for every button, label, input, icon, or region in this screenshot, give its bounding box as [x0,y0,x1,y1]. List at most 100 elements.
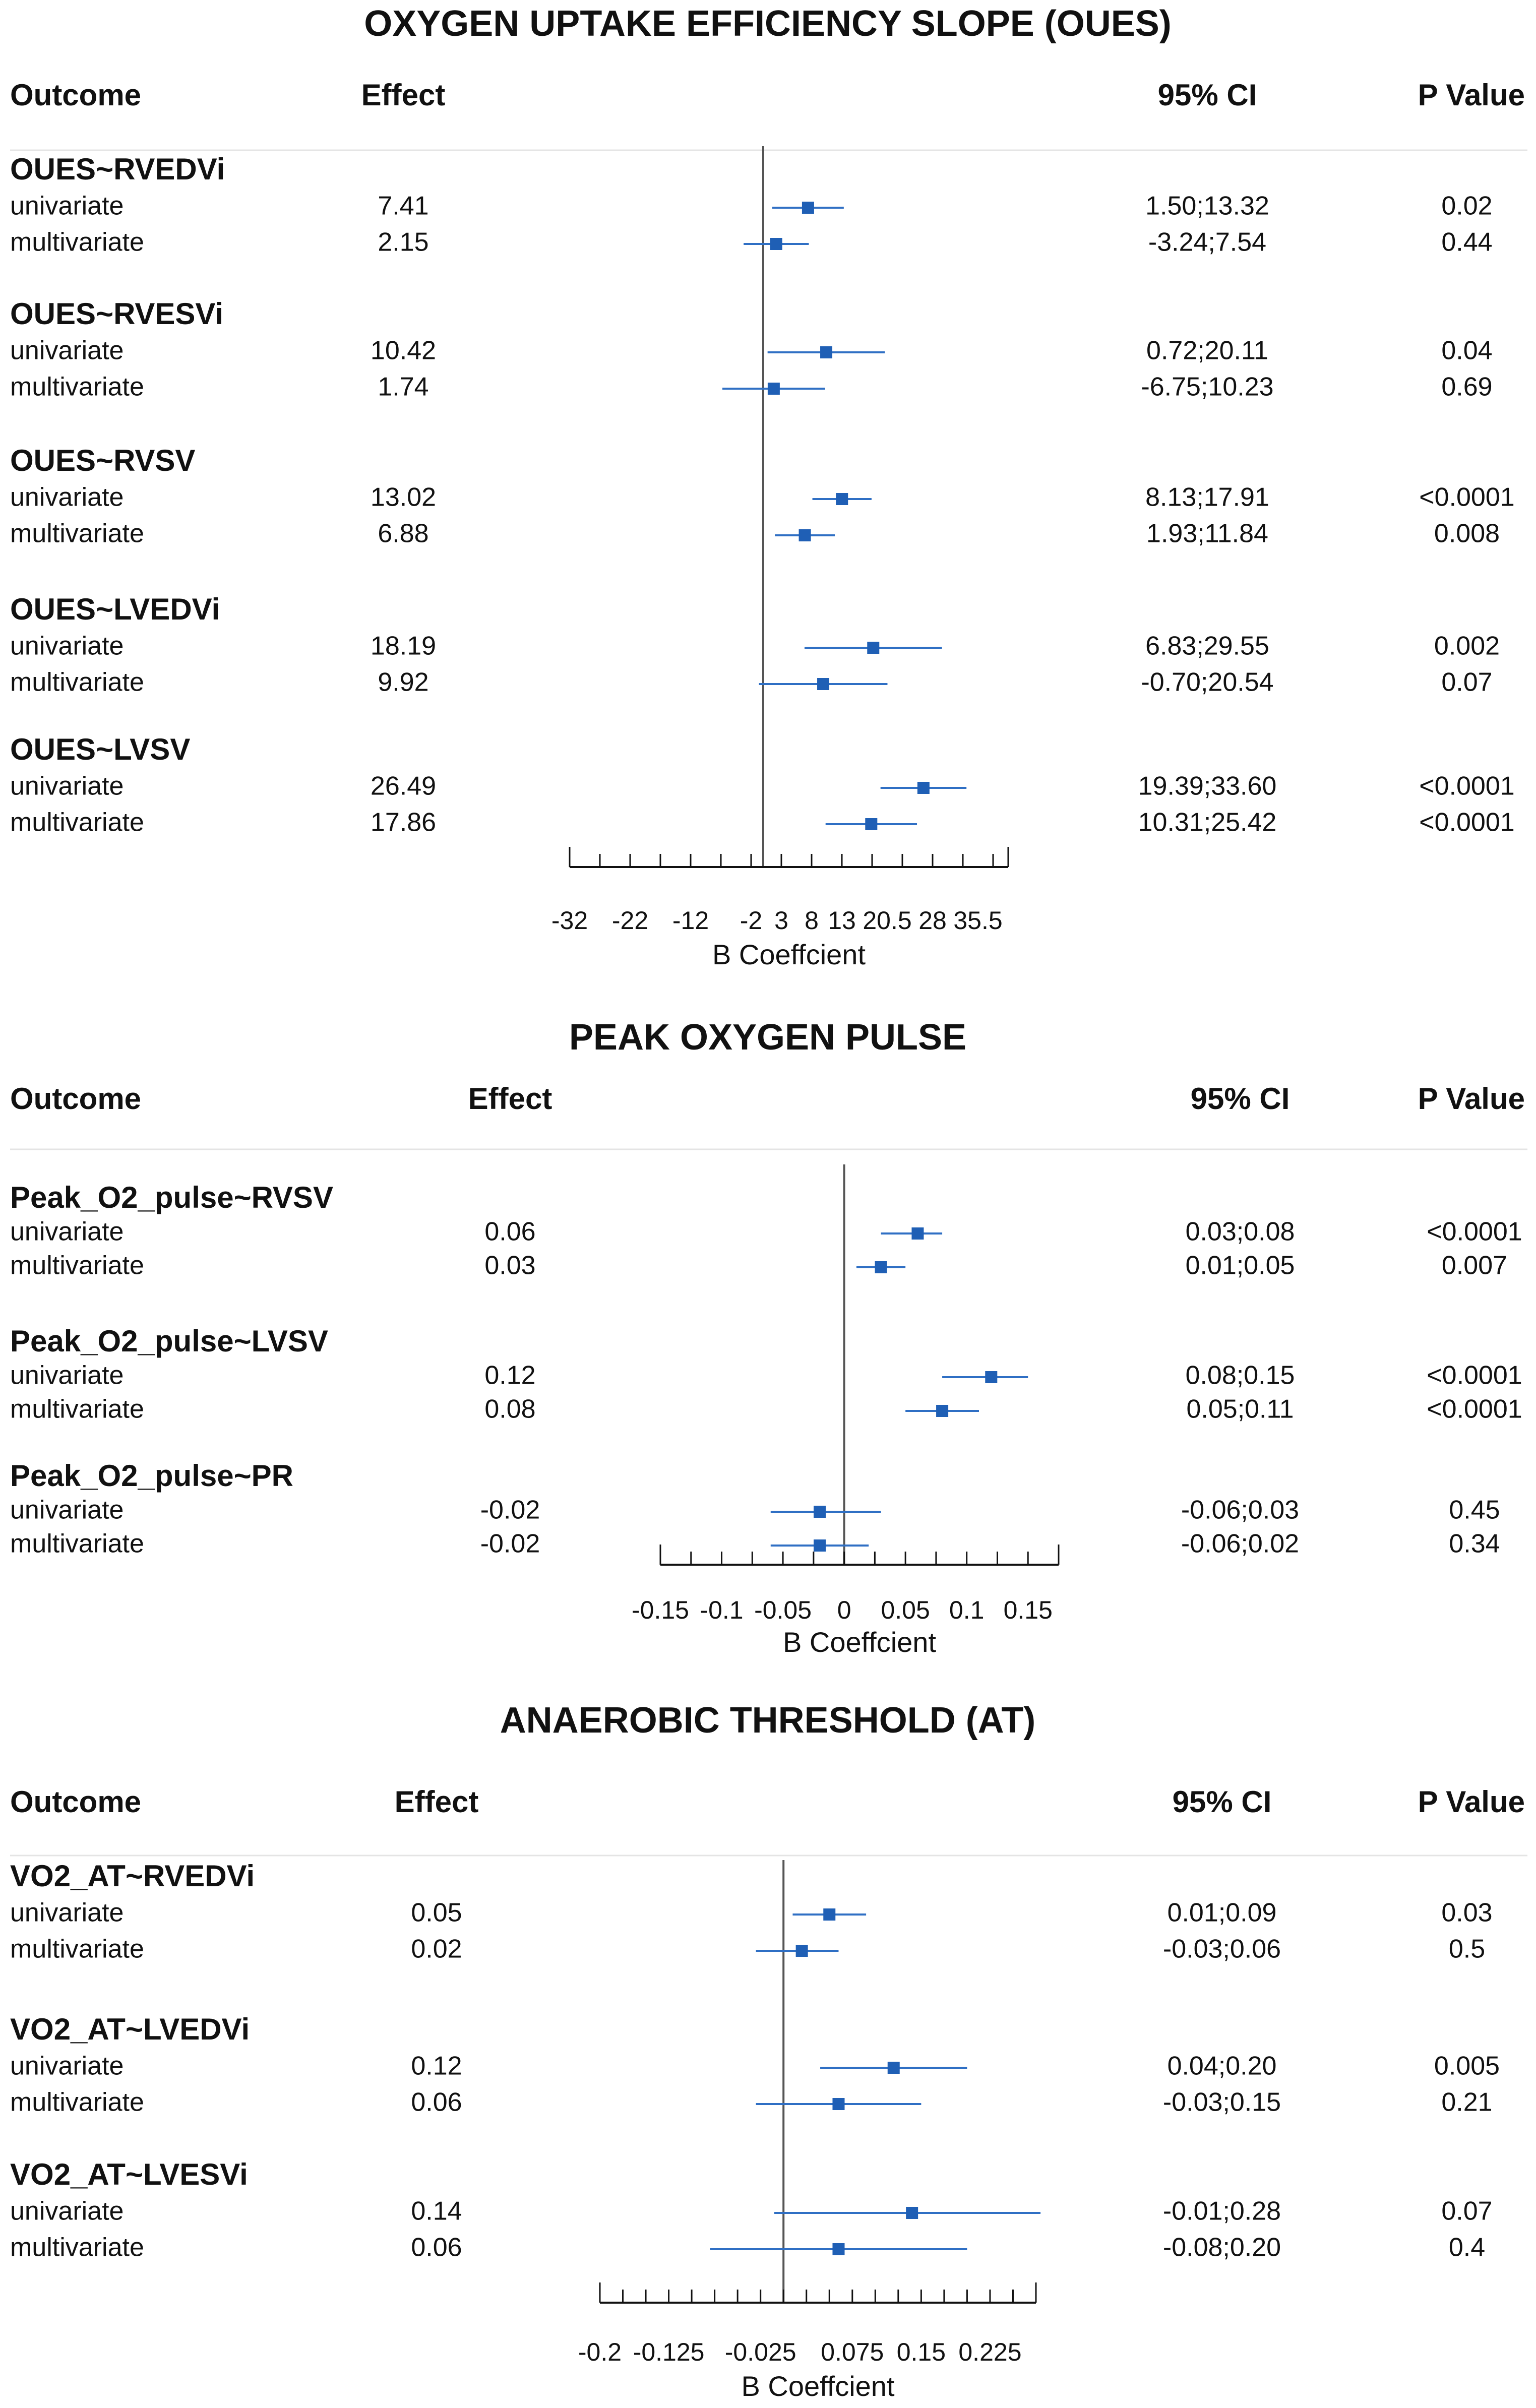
row-ci-value: -3.24;7.54 [1148,228,1266,257]
row-ci-value: 19.39;33.60 [1138,772,1277,801]
point-estimate-marker [817,678,830,690]
row-p-value: 0.07 [1441,668,1492,697]
row-effect-value: 0.06 [484,1217,535,1247]
row-p-value: <0.0001 [1427,1361,1522,1390]
row-effect-value: 13.02 [371,483,436,512]
forest-panel-3: ANAEROBIC THRESHOLD (AT) Outcome Effect 95%… [10,1700,1527,2402]
row-effect-value: 0.06 [411,2233,462,2262]
row-p-value: 0.4 [1449,2233,1485,2262]
header-outcome: Outcome [10,1082,141,1116]
point-estimate-marker [887,2062,900,2074]
row-p-value: 0.007 [1442,1251,1507,1280]
row-model-label: multivariate [10,1251,144,1280]
group-label: VO2_AT~LVEDVi [10,2012,250,2046]
group-label: Peak_O2_pulse~PR [10,1459,293,1493]
x-tick-label: -0.125 [633,2338,705,2366]
x-tick-label: 8 [805,906,819,935]
panel-title: PEAK OXYGEN PULSE [569,1017,966,1058]
forest-panel-1: OXYGEN UPTAKE EFFICIENCY SLOPE (OUES) Out… [10,4,1527,970]
row-model-label: univariate [10,483,124,512]
row-model-label: univariate [10,1217,124,1247]
point-estimate-marker [814,1539,826,1552]
point-estimate-marker [798,529,811,541]
x-tick-label: 0.075 [821,2338,884,2366]
header-p-value: P Value [1418,1785,1525,1819]
row-p-value: 0.5 [1449,1935,1485,1964]
point-estimate-marker [906,2207,918,2219]
row-ci-value: -0.70;20.54 [1141,668,1273,697]
x-tick-label: 0.1 [949,1596,985,1624]
header-ci: 95% CI [1191,1082,1290,1116]
x-tick-label: 20.5 [863,906,911,935]
row-model-label: multivariate [10,228,144,257]
x-axis-title: B Coeffcient [712,939,866,970]
x-tick-label: 3 [774,906,788,935]
row-model-label: univariate [10,772,124,801]
row-ci-value: 0.03;0.08 [1186,1217,1295,1247]
row-effect-value: 6.88 [378,519,428,548]
row-ci-value: 1.50;13.32 [1145,192,1269,221]
point-estimate-marker [770,238,782,250]
group-label: OUES~LVSV [10,732,190,766]
row-p-value: 0.07 [1441,2197,1492,2226]
x-tick-label: -22 [612,906,648,935]
x-tick-label: 0.225 [958,2338,1021,2366]
x-tick-label: 28 [918,906,947,935]
x-tick-label: 35.5 [953,906,1002,935]
row-ci-value: -0.06;0.02 [1181,1529,1299,1559]
header-effect: Effect [395,1785,479,1819]
header-outcome: Outcome [10,78,141,112]
header-outcome: Outcome [10,1785,141,1819]
point-estimate-marker [936,1405,949,1417]
row-ci-value: 0.04;0.20 [1168,2052,1277,2081]
group-label: OUES~RVEDVi [10,152,225,186]
panel-title: ANAEROBIC THRESHOLD (AT) [500,1700,1036,1741]
row-effect-value: 1.74 [378,373,428,402]
group-label: OUES~RVESVi [10,297,223,331]
header-ci: 95% CI [1158,78,1257,112]
row-effect-value: 18.19 [371,632,436,661]
header-p-value: P Value [1418,78,1525,112]
row-ci-value: 0.01;0.05 [1186,1251,1295,1280]
row-model-label: univariate [10,1361,124,1390]
point-estimate-marker [795,1945,808,1957]
row-p-value: 0.04 [1441,336,1492,365]
row-p-value: 0.34 [1449,1529,1500,1559]
x-tick-label: 13 [828,906,856,935]
row-effect-value: 10.42 [371,336,436,365]
row-ci-value: -6.75;10.23 [1141,373,1273,402]
group-label: VO2_AT~LVESVi [10,2157,248,2191]
row-p-value: 0.03 [1441,1898,1492,1928]
row-model-label: univariate [10,2197,124,2226]
group-label: VO2_AT~RVEDVi [10,1859,255,1893]
point-estimate-marker [836,493,848,505]
x-tick-label: 0 [837,1596,851,1624]
row-model-label: multivariate [10,2088,144,2117]
row-p-value: <0.0001 [1427,1395,1522,1424]
point-estimate-marker [823,1908,836,1921]
row-effect-value: 17.86 [371,808,436,837]
x-tick-label: -2 [740,906,762,935]
row-effect-value: 0.05 [411,1898,462,1928]
row-effect-value: 0.12 [484,1361,535,1390]
row-ci-value: -0.03;0.15 [1163,2088,1281,2117]
row-model-label: univariate [10,1496,124,1525]
row-p-value: 0.002 [1434,632,1500,661]
row-effect-value: 0.03 [484,1251,535,1280]
header-ci: 95% CI [1173,1785,1272,1819]
row-model-label: multivariate [10,668,144,697]
row-ci-value: 0.08;0.15 [1186,1361,1295,1390]
x-tick-label: -0.05 [754,1596,812,1624]
header-effect: Effect [361,78,446,112]
group-label: Peak_O2_pulse~LVSV [10,1324,328,1358]
row-ci-value: 0.72;20.11 [1146,336,1268,365]
row-effect-value: 2.15 [378,228,428,257]
row-p-value: <0.0001 [1419,808,1514,837]
row-p-value: <0.0001 [1427,1217,1522,1247]
row-effect-value: 9.92 [378,668,428,697]
point-estimate-marker [985,1371,998,1383]
point-estimate-marker [814,1506,826,1518]
row-model-label: univariate [10,336,124,365]
row-ci-value: 8.13;17.91 [1145,483,1269,512]
